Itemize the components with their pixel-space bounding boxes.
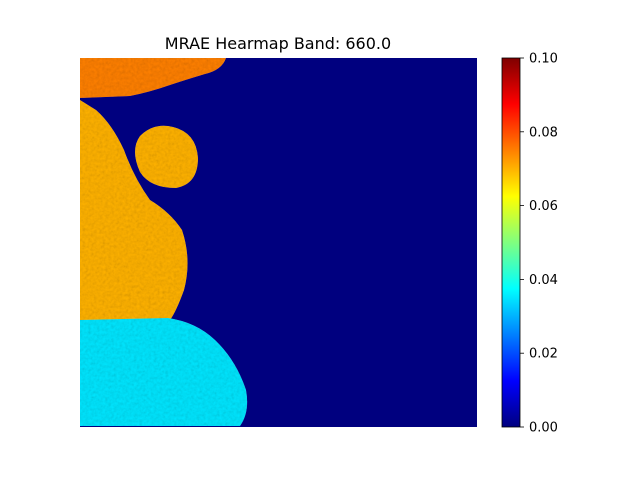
colorbar-ticks: 0.00 0.02 0.04 0.06 0.08 0.10 — [520, 52, 558, 436]
heatmap-regions — [80, 58, 248, 426]
colorbar-frame — [501, 57, 521, 428]
colorbar-tick-label: 0.02 — [529, 347, 558, 362]
colorbar-tick-label: 0.08 — [529, 125, 558, 140]
chart-title: MRAE Hearmap Band: 660.0 — [165, 34, 391, 53]
heatmap-region — [80, 58, 226, 98]
heatmap-region — [80, 318, 248, 426]
colorbar: 0.00 0.02 0.04 0.06 0.08 0.10 — [501, 52, 558, 436]
colorbar-tick-label: 0.00 — [529, 421, 558, 436]
heatmap-region — [80, 100, 188, 322]
colorbar-tick-label: 0.04 — [529, 273, 558, 288]
colorbar-tick-label: 0.06 — [529, 199, 558, 214]
colorbar-gradient — [502, 58, 520, 427]
heatmap-plot-area — [80, 58, 477, 427]
heatmap-region — [135, 125, 198, 188]
colorbar-tick-label: 0.10 — [529, 52, 558, 67]
